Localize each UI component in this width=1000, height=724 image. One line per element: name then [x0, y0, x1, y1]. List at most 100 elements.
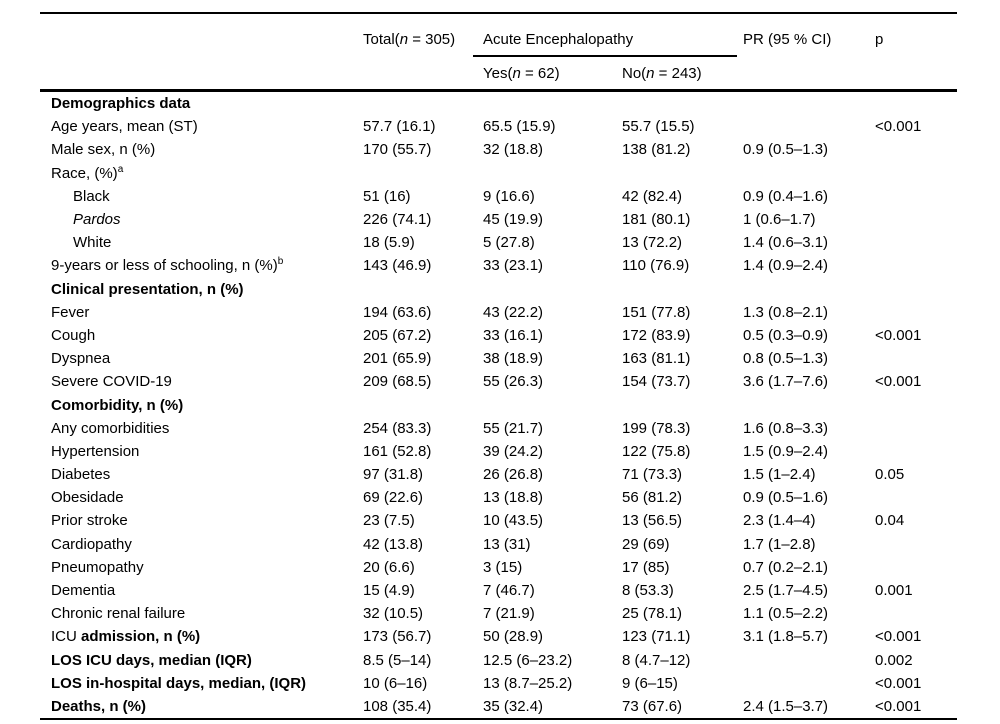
cell-pr: 2.3 (1.4–4): [743, 512, 816, 530]
cell-yes: 13 (18.8): [483, 489, 544, 507]
row-label: Demographics data: [40, 91, 363, 116]
row-label-text: 9-years or less of schooling, n (%): [51, 257, 278, 275]
row-label-text: Fever: [51, 303, 90, 321]
cell-total: 69 (22.6): [363, 489, 424, 507]
table-row: Chronic renal failure 32 (10.5) 7 (21.9) 25…: [40, 602, 957, 625]
row-label: ICU admission, n (%): [40, 625, 363, 648]
cell-pr: 1 (0.6–1.7): [743, 211, 816, 229]
cell-p: [875, 393, 957, 416]
cell-pr: 1.3 (0.8–2.1): [743, 303, 829, 321]
cell-yes: 12.5 (6–23.2): [483, 651, 573, 669]
row-label: Hypertension: [40, 440, 363, 463]
cell-yes: [483, 91, 622, 116]
cell-p: [875, 208, 957, 231]
table-row: Clinical presentation, n (%): [40, 278, 957, 301]
row-label-text: Obesidade: [51, 489, 124, 507]
header-no-n: n: [646, 64, 655, 82]
study-table-container: Total(n = 305) Acute Encephalopathy PR (…: [40, 12, 957, 721]
cell-total: 32 (10.5): [363, 605, 424, 623]
row-label-text: Cardiopathy: [51, 535, 132, 553]
table-row: LOS ICU days, median (IQR) 8.5 (5–14) 12.5…: [40, 649, 957, 672]
cell-p: [875, 185, 957, 208]
cell-p: 0.002: [875, 651, 913, 669]
cell-total: [363, 162, 483, 185]
row-label: Pneumopathy: [40, 556, 363, 579]
cell-total: 161 (52.8): [363, 442, 432, 460]
cell-yes: 3 (15): [483, 558, 523, 576]
header-yes-n: n: [512, 64, 521, 82]
cell-yes: 7 (46.7): [483, 582, 535, 600]
row-label-text: Comorbidity, n (%): [51, 396, 184, 414]
header-group-acute-encephalopathy: Acute Encephalopathy: [473, 13, 743, 57]
cell-p: <0.001: [875, 697, 922, 715]
cell-pr: 1.6 (0.8–3.3): [743, 419, 829, 437]
row-label: Deaths, n (%): [40, 695, 363, 719]
table-row: Dementia 15 (4.9) 7 (46.7) 8 (53.3) 2.5 (1.7…: [40, 579, 957, 602]
table-row: Diabetes 97 (31.8) 26 (26.8) 71 (73.3) 1.5 (…: [40, 463, 957, 486]
table-header: Total(n = 305) Acute Encephalopathy PR (…: [40, 13, 957, 92]
cell-no: 13 (56.5): [622, 512, 683, 530]
row-label-text: Pardos: [73, 211, 121, 229]
cell-total: 51 (16): [363, 187, 411, 205]
cell-yes: 45 (19.9): [483, 211, 544, 229]
cell-no: 25 (78.1): [622, 605, 683, 623]
cell-pr: [743, 649, 875, 672]
cell-yes: 43 (22.2): [483, 303, 544, 321]
cell-yes: 35 (32.4): [483, 697, 544, 715]
header-row-sub: Yes(n = 62) No(n = 243): [40, 57, 957, 92]
cell-no: 154 (73.7): [622, 373, 691, 391]
cell-p: [875, 602, 957, 625]
cell-yes: 55 (21.7): [483, 419, 544, 437]
table-row: Fever 194 (63.6) 43 (22.2) 151 (77.8) 1.3 (0…: [40, 301, 957, 324]
cell-total: 143 (46.9): [363, 257, 432, 275]
cell-total: 10 (6–16): [363, 674, 428, 692]
cell-yes: 13 (31): [483, 535, 531, 553]
cell-no: 17 (85): [622, 558, 670, 576]
table-row: Pardos 226 (74.1) 45 (19.9) 181 (80.1) 1 (0.…: [40, 208, 957, 231]
cell-pr: [743, 672, 875, 695]
cell-pr: [743, 278, 875, 301]
header-total-post: = 305): [408, 31, 456, 48]
row-label-text: Black: [73, 187, 110, 205]
cell-no: 56 (81.2): [622, 489, 683, 507]
cell-p: <0.001: [875, 326, 922, 344]
cell-yes: 33 (16.1): [483, 326, 544, 344]
row-label: Chronic renal failure: [40, 602, 363, 625]
row-label-text: LOS ICU days, median (IQR): [51, 651, 252, 669]
cell-p: [875, 417, 957, 440]
cell-pr: 0.5 (0.3–0.9): [743, 326, 829, 344]
row-label-text: Hypertension: [51, 442, 140, 460]
cell-no: 172 (83.9): [622, 326, 691, 344]
row-label: Comorbidity, n (%): [40, 393, 363, 416]
table-row: Prior stroke 23 (7.5) 10 (43.5) 13 (56.5) 2.…: [40, 509, 957, 532]
header-empty-cell: [743, 57, 875, 92]
table-row: Dyspnea 201 (65.9) 38 (18.9) 163 (81.1) 0.8 …: [40, 347, 957, 370]
row-label: Male sex, n (%): [40, 138, 363, 161]
cell-p: 0.05: [875, 466, 905, 484]
row-label-text: Male sex, n (%): [51, 141, 156, 159]
cell-yes: 13 (8.7–25.2): [483, 674, 573, 692]
row-label: White: [40, 231, 363, 254]
cell-no: 8 (53.3): [622, 582, 674, 600]
cell-yes: 33 (23.1): [483, 257, 544, 275]
row-label-prefix: ICU: [51, 628, 81, 646]
table-row: Obesidade 69 (22.6) 13 (18.8) 56 (81.2) 0.9 …: [40, 486, 957, 509]
cell-yes: 38 (18.9): [483, 350, 544, 368]
cell-total: 209 (68.5): [363, 373, 432, 391]
table-row: Black 51 (16) 9 (16.6) 42 (82.4) 0.9 (0.4–1.…: [40, 185, 957, 208]
header-yes-pre: Yes(: [483, 64, 513, 82]
cell-pr: [743, 393, 875, 416]
cell-yes: 10 (43.5): [483, 512, 544, 530]
cell-p: [875, 533, 957, 556]
row-label: Clinical presentation, n (%): [40, 278, 363, 301]
cell-yes: 39 (24.2): [483, 442, 544, 460]
row-label: Black: [40, 185, 363, 208]
cell-pr: 3.6 (1.7–7.6): [743, 373, 829, 391]
row-label-text: Clinical presentation, n (%): [51, 280, 244, 298]
cell-p: [875, 556, 957, 579]
table-row: Male sex, n (%) 170 (55.7) 32 (18.8) 138 (8…: [40, 138, 957, 161]
table-row: Cardiopathy 42 (13.8) 13 (31) 29 (69) 1.7 (1…: [40, 533, 957, 556]
cell-total: 226 (74.1): [363, 211, 432, 229]
row-label: Diabetes: [40, 463, 363, 486]
row-label: LOS ICU days, median (IQR): [40, 649, 363, 672]
